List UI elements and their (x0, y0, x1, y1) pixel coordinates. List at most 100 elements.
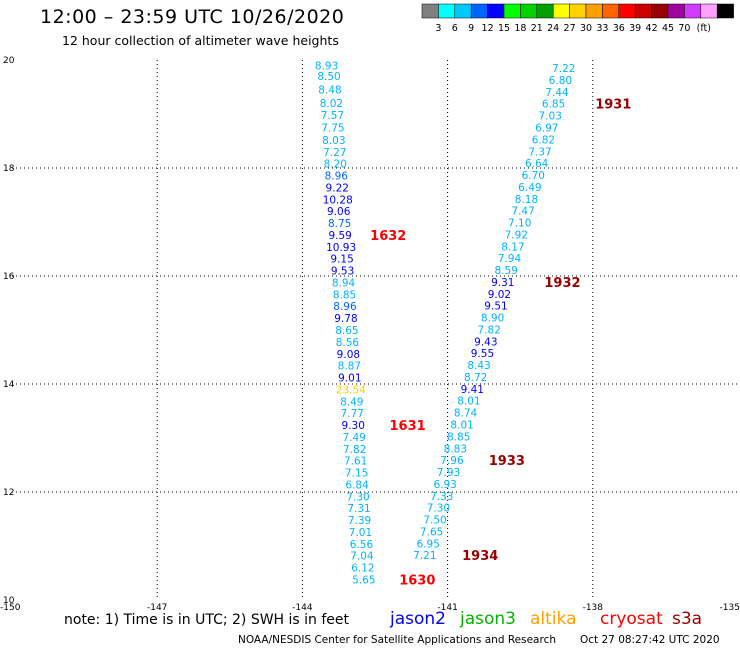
x-tick-label: -150 (0, 603, 21, 613)
colorbar-label: 39 (629, 23, 641, 34)
wave-height-label: 6.80 (549, 75, 572, 87)
colorbar-label: 70 (678, 23, 690, 34)
x-tick-label: -141 (437, 603, 457, 613)
track-time-label: 1934 (462, 549, 498, 564)
wave-height-label: 8.85 (333, 289, 356, 301)
wave-height-label: 6.84 (345, 479, 369, 491)
track-time-label: 1932 (544, 276, 580, 291)
page-subtitle: 12 hour collection of altimeter wave hei… (62, 33, 339, 48)
wave-height-label: 8.03 (322, 135, 345, 147)
colorbar-label: 18 (514, 23, 526, 34)
colorbar-label: 15 (498, 23, 510, 34)
y-tick-label: 14 (3, 380, 15, 390)
colorbar-label: 3 (435, 23, 441, 34)
wave-height-label: 9.08 (337, 349, 360, 361)
wave-height-label: 8.94 (332, 277, 356, 289)
wave-height-label: 7.92 (505, 229, 528, 241)
wave-height-label: 6.49 (518, 182, 541, 194)
colorbar-swatch (569, 3, 587, 19)
wave-height-label: 7.15 (345, 468, 368, 480)
colorbar-swatch (503, 3, 521, 19)
colorbar-swatch (487, 3, 505, 19)
colorbar-label: 30 (580, 23, 592, 34)
plot-grid (12, 60, 738, 600)
track-time-label: 1632 (370, 229, 406, 244)
colorbar-label: 12 (482, 23, 494, 34)
wave-height-label: 8.74 (454, 408, 478, 420)
legend-s3a: s3a (672, 609, 703, 629)
colorbar-swatch (667, 3, 685, 19)
wave-height-label: 9.43 (474, 336, 497, 348)
wave-height-label: 8.96 (333, 301, 357, 313)
legend-jason2: jason2 (390, 609, 446, 629)
wave-height-label: 7.77 (341, 408, 364, 420)
wave-height-label: 7.57 (321, 110, 344, 122)
wave-height-label: 7.03 (539, 111, 562, 123)
wave-height-label: 6.12 (351, 563, 374, 575)
wave-height-label: 6.95 (417, 538, 440, 550)
colorbar-label: 9 (468, 23, 474, 34)
colorbar-label: 42 (646, 23, 658, 34)
wave-height-label: 7.93 (437, 467, 460, 479)
wave-height-label: 7.50 (423, 515, 446, 527)
wave-height-label: 6.56 (350, 539, 374, 551)
wave-height-points: 8.938.508.488.027.577.758.037.278.208.96… (315, 60, 576, 586)
wave-height-label: 10.93 (326, 242, 356, 254)
legend-altika: altika (530, 609, 577, 629)
wave-height-label: 8.01 (457, 396, 480, 408)
colorbar-label: 45 (662, 23, 674, 34)
colorbar-swatch (552, 3, 570, 19)
wave-height-label: 7.65 (420, 526, 443, 538)
wave-height-label: 8.20 (324, 159, 347, 171)
track-time-label: 1631 (390, 419, 426, 434)
wave-height-label: 9.30 (342, 420, 365, 432)
wave-height-label: 9.51 (484, 301, 507, 313)
wave-height-label: 9.15 (330, 254, 353, 266)
wave-height-label: 7.37 (528, 146, 551, 158)
y-tick-label: 18 (3, 164, 15, 174)
wave-height-label: 6.64 (525, 158, 549, 170)
colorbar-swatch (716, 3, 734, 19)
y-tick-label: 20 (3, 56, 15, 66)
wave-height-label: 7.33 (430, 491, 453, 503)
wave-height-label: 8.50 (317, 71, 340, 83)
colorbar-swatch (700, 3, 718, 19)
wave-height-label: 9.01 (338, 373, 361, 385)
page-title: 12:00 – 23:59 UTC 10/26/2020 (40, 6, 345, 28)
wave-height-label: 6.85 (542, 99, 565, 111)
wave-height-label: 7.30 (427, 503, 450, 515)
wave-height-label: 8.01 (450, 420, 473, 432)
wave-height-label: 10.28 (323, 194, 353, 206)
wave-height-label: 7.01 (349, 527, 372, 539)
wave-height-label: 9.78 (334, 313, 357, 325)
track-time-label: 1933 (489, 454, 525, 469)
wave-height-label: 6.70 (522, 170, 545, 182)
colorbar-swatch (536, 3, 554, 19)
footer-timestamp: Oct 27 08:27:42 UTC 2020 (580, 634, 720, 646)
wave-height-label: 7.94 (498, 253, 522, 265)
wave-height-label: 8.83 (444, 443, 467, 455)
wave-height-label: 7.49 (342, 432, 365, 444)
wave-height-label: 8.59 (494, 265, 517, 277)
wave-height-label: 8.49 (340, 396, 363, 408)
wave-height-label: 7.10 (508, 218, 531, 230)
wave-height-label: 7.96 (440, 455, 464, 467)
colorbar-swatch (618, 3, 636, 19)
colorbar-label: 36 (613, 23, 625, 34)
wave-height-label: 9.06 (327, 206, 351, 218)
wave-height-label: 9.02 (488, 289, 511, 301)
legend-jason3: jason3 (460, 609, 516, 629)
colorbar-swatch (585, 3, 603, 19)
colorbar-swatch (602, 3, 620, 19)
colorbar-swatch (634, 3, 652, 19)
wave-height-label: 8.90 (481, 313, 504, 325)
y-tick-label: 10 (3, 596, 15, 606)
track-time-label: 1931 (595, 98, 631, 113)
colorbar-unit: (ft) (697, 23, 711, 34)
colorbar-label: 6 (452, 23, 458, 34)
wave-height-label: 8.85 (447, 431, 470, 443)
wave-height-label: 7.04 (350, 551, 374, 563)
footer-credit: NOAA/NESDIS Center for Satellite Applica… (238, 634, 556, 646)
